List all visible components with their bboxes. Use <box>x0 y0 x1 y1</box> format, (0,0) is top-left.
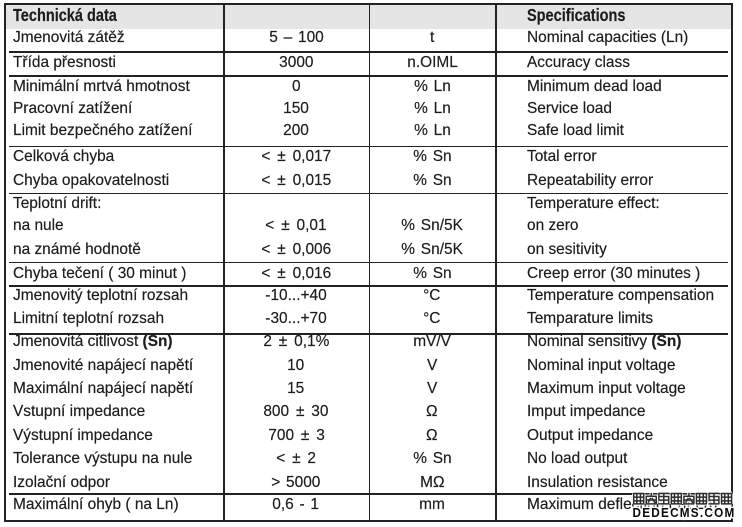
svg-text:DEDECMS.COM: DEDECMS.COM <box>633 505 736 520</box>
